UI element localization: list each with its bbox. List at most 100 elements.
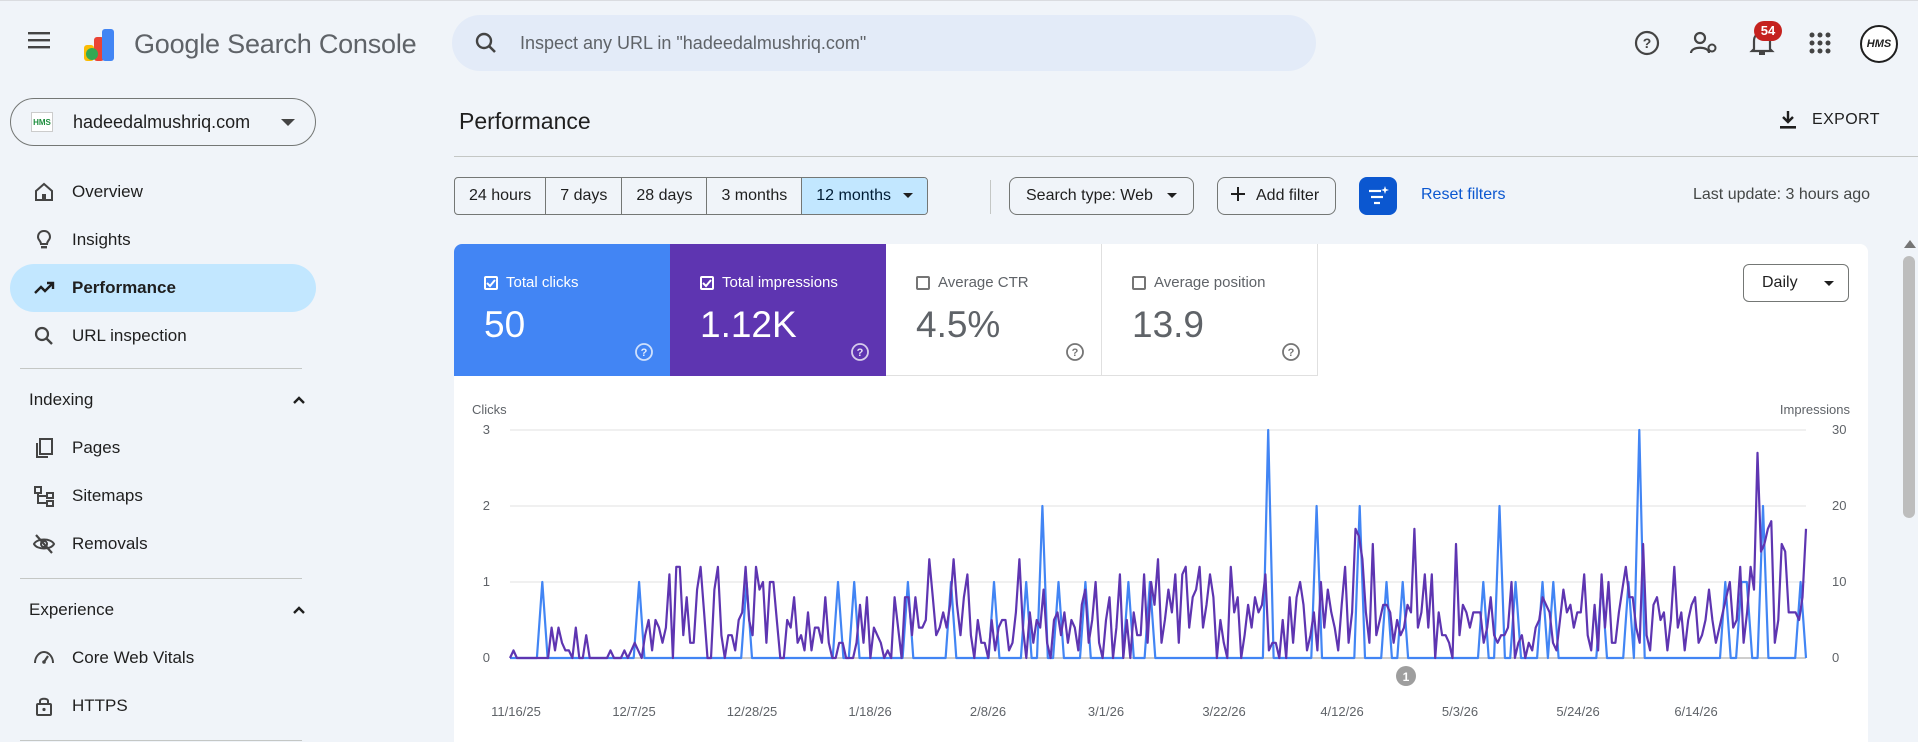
svg-text:?: ? xyxy=(1288,347,1295,359)
nav-item-removals[interactable]: Removals xyxy=(10,520,316,568)
metric-value: 13.9 xyxy=(1132,304,1205,345)
metric-average-ctr[interactable]: Average CTR 4.5% ? xyxy=(886,244,1102,376)
x-tick-label: 5/3/26 xyxy=(1442,704,1478,719)
series-line-impressions xyxy=(509,451,1808,660)
chevron-down-icon xyxy=(281,119,295,126)
filter-settings-button[interactable] xyxy=(1359,177,1397,215)
apps-grid-icon[interactable] xyxy=(1802,25,1838,61)
caret-down-icon xyxy=(902,193,913,199)
property-name: hadeedalmushriq.com xyxy=(73,112,251,132)
y-tick-left: 0 xyxy=(483,650,490,665)
svg-text:?: ? xyxy=(641,347,648,359)
range-28-days[interactable]: 28 days xyxy=(622,178,708,214)
lightbulb-icon xyxy=(36,229,52,249)
checkbox-unchecked-icon[interactable] xyxy=(1132,275,1146,290)
caret-down-icon xyxy=(1166,193,1177,199)
x-tick-label: 11/16/25 xyxy=(491,704,541,719)
header-divider xyxy=(454,156,1918,157)
filter-separator xyxy=(990,180,991,214)
last-update-text: Last update: 3 hours ago xyxy=(1693,186,1871,203)
pages-icon xyxy=(36,438,53,458)
checkbox-checked-icon[interactable] xyxy=(700,275,714,290)
caret-down-icon xyxy=(1824,281,1834,286)
lock-icon xyxy=(36,697,52,716)
annotation-label: 1 xyxy=(1403,670,1410,684)
scroll-up-arrow-icon[interactable] xyxy=(1904,240,1916,248)
checkbox-checked-icon[interactable] xyxy=(484,275,498,290)
y-tick-right: 0 xyxy=(1832,650,1839,665)
nav-item-core-web-vitals[interactable]: Core Web Vitals xyxy=(10,634,316,682)
add-filter-button[interactable]: Add filter xyxy=(1217,177,1337,215)
metric-average-position[interactable]: Average position 13.9 ? xyxy=(1102,244,1318,376)
x-tick-label: 12/7/25 xyxy=(612,704,655,719)
search-icon xyxy=(475,32,496,53)
nav-item-https[interactable]: HTTPS xyxy=(10,682,316,730)
series-line-clicks xyxy=(510,428,1808,660)
main-menu-icon[interactable] xyxy=(26,29,58,57)
nav-item-insights[interactable]: Insights xyxy=(10,216,316,264)
plus-icon xyxy=(1231,187,1245,201)
sitemap-icon xyxy=(34,486,54,507)
notifications-badge: 54 xyxy=(1754,21,1782,41)
sidebar-divider xyxy=(20,740,302,741)
y-tick-right: 30 xyxy=(1832,422,1846,437)
trending-up-icon xyxy=(34,281,55,294)
y-axis-right-title: Impressions xyxy=(1780,402,1851,417)
nav-item-pages[interactable]: Pages xyxy=(10,424,316,472)
x-tick-label: 2/8/26 xyxy=(970,704,1006,719)
y-tick-left: 1 xyxy=(483,574,490,589)
help-icon[interactable]: ? xyxy=(1065,342,1085,362)
help-icon[interactable]: ? xyxy=(634,342,654,362)
nav-item-performance[interactable]: Performance xyxy=(10,264,316,312)
granularity-dropdown[interactable]: Daily xyxy=(1743,264,1849,302)
visibility-off-icon xyxy=(32,534,56,554)
svg-text:?: ? xyxy=(1643,35,1652,51)
scrollbar-thumb[interactable] xyxy=(1903,256,1915,518)
range-24-hours[interactable]: 24 hours xyxy=(455,178,547,214)
export-button[interactable]: EXPORT xyxy=(1778,104,1880,136)
y-tick-right: 10 xyxy=(1832,574,1846,589)
x-tick-label: 5/24/26 xyxy=(1556,704,1599,719)
url-inspect-input[interactable] xyxy=(520,29,1280,57)
x-tick-label: 3/1/26 xyxy=(1088,704,1124,719)
x-tick-label: 4/12/26 xyxy=(1320,704,1363,719)
sidebar-divider xyxy=(20,578,302,579)
search-icon xyxy=(34,326,53,345)
reset-filters-link[interactable]: Reset filters xyxy=(1421,186,1506,203)
metric-total-impressions[interactable]: Total impressions 1.12K ? xyxy=(670,244,886,376)
account-avatar[interactable]: HMS xyxy=(1860,25,1898,63)
manage-users-icon[interactable] xyxy=(1686,25,1722,61)
top-bar: Google Search Console ? 54 HMS xyxy=(0,0,1918,86)
property-selector[interactable]: HMS hadeedalmushriq.com xyxy=(10,98,316,146)
metric-value: 1.12K xyxy=(700,304,797,345)
help-icon[interactable]: ? xyxy=(1629,25,1665,61)
range-12-months[interactable]: 12 months xyxy=(802,178,927,214)
metric-value: 4.5% xyxy=(916,304,1001,345)
url-inspect-search[interactable] xyxy=(452,15,1316,71)
date-range-selector: 24 hours 7 days 28 days 3 months 12 mont… xyxy=(454,177,928,215)
nav-item-url-inspection[interactable]: URL inspection xyxy=(10,312,316,360)
range-7-days[interactable]: 7 days xyxy=(546,178,623,214)
section-experience[interactable]: Experience xyxy=(29,596,309,624)
home-icon xyxy=(35,182,53,201)
sidebar: HMS hadeedalmushriq.com Overview Insight… xyxy=(0,86,320,742)
x-tick-label: 12/28/25 xyxy=(727,704,778,719)
nav-item-overview[interactable]: Overview xyxy=(10,168,316,216)
y-tick-left: 2 xyxy=(483,498,490,513)
search-console-logo-icon xyxy=(80,25,124,63)
checkbox-unchecked-icon[interactable] xyxy=(916,275,930,290)
nav-item-sitemaps[interactable]: Sitemaps xyxy=(10,472,316,520)
tune-sparkle-icon xyxy=(1369,186,1389,205)
range-3-months[interactable]: 3 months xyxy=(707,178,803,214)
search-type-filter[interactable]: Search type: Web xyxy=(1009,177,1194,215)
section-indexing[interactable]: Indexing xyxy=(29,386,309,414)
sidebar-divider xyxy=(20,368,302,369)
page-title: Performance xyxy=(459,108,591,134)
x-tick-label: 6/14/26 xyxy=(1674,704,1717,719)
metric-total-clicks[interactable]: Total clicks 50 ? xyxy=(454,244,670,376)
help-icon[interactable]: ? xyxy=(1281,342,1301,362)
chevron-up-icon xyxy=(293,396,305,404)
performance-card: Total clicks 50 ? Total impressions 1.12… xyxy=(454,244,1868,742)
chevron-up-icon xyxy=(293,606,305,614)
help-icon[interactable]: ? xyxy=(850,342,870,362)
